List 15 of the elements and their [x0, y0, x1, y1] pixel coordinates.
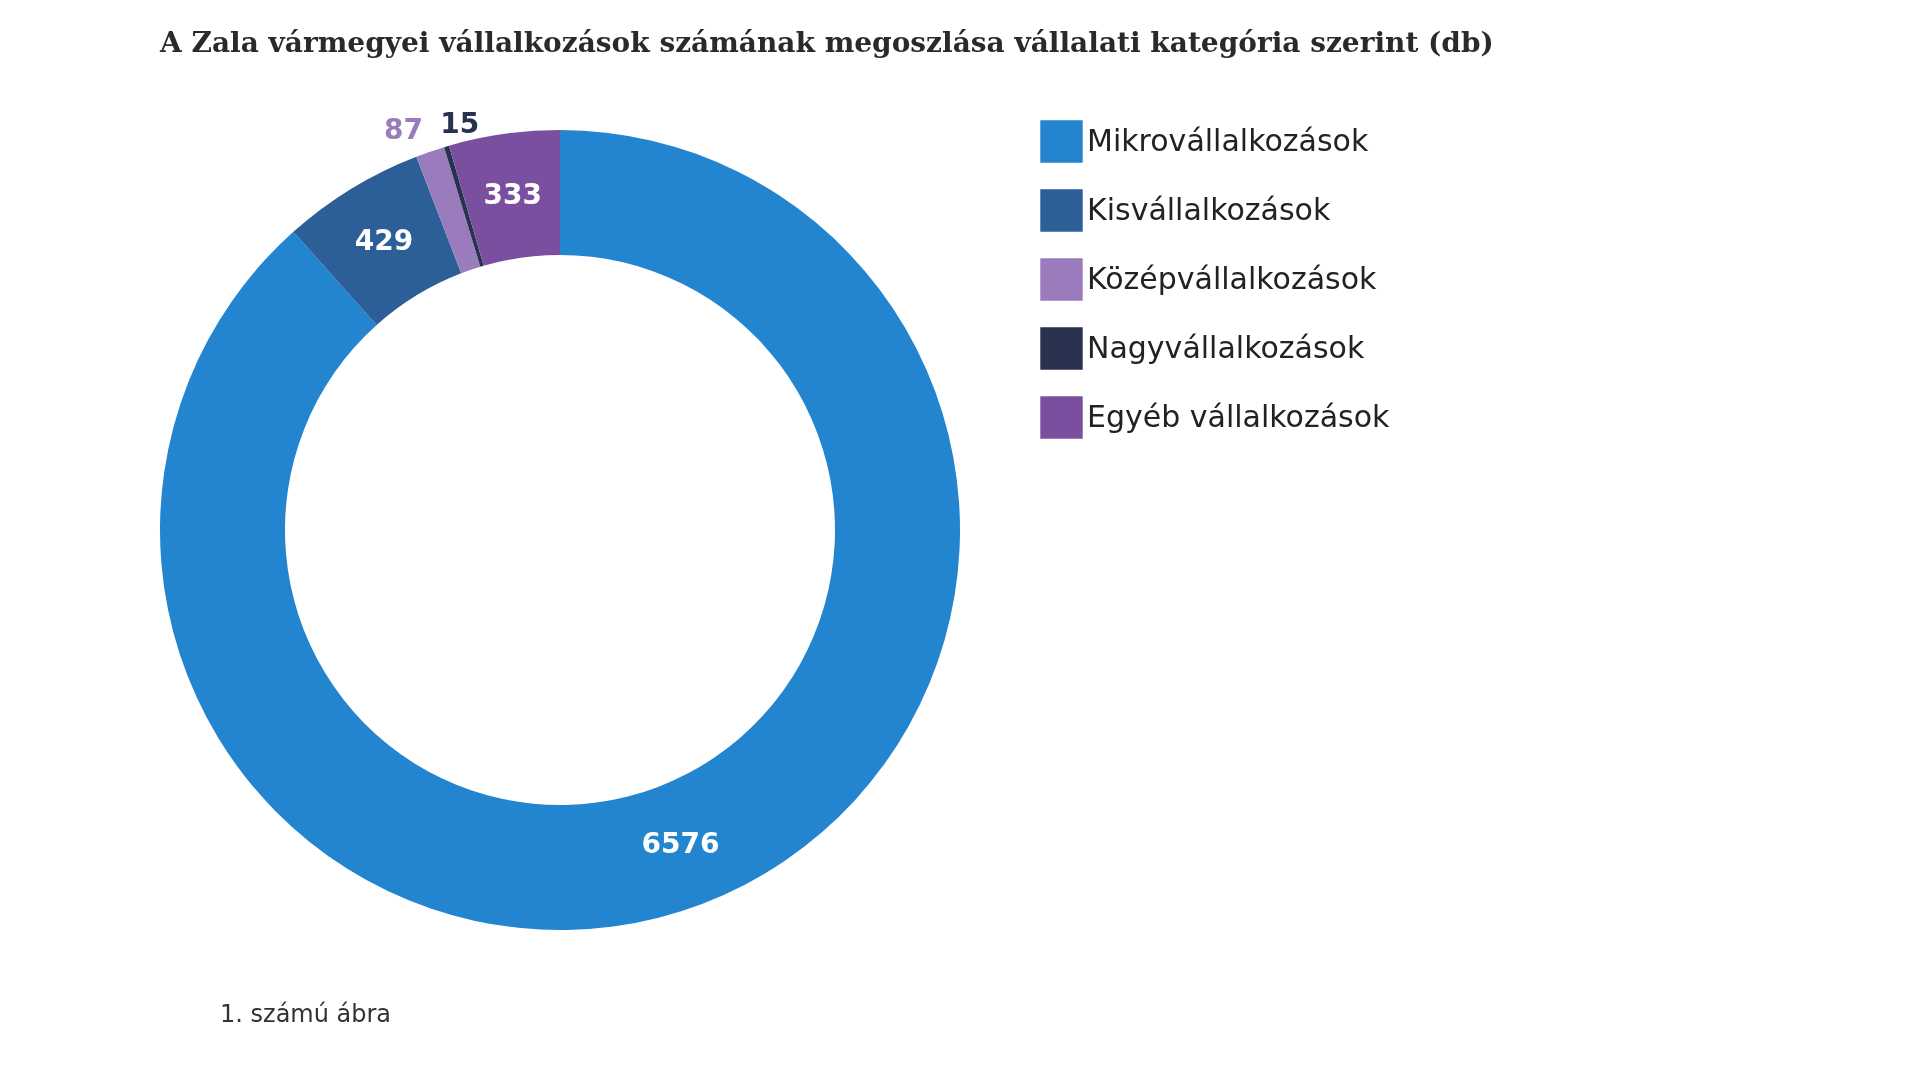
legend-label: Mikrovállalkozások	[1087, 122, 1369, 158]
data-label: 87	[384, 112, 423, 146]
data-label: 333	[483, 177, 542, 211]
donut-slice	[444, 145, 484, 267]
text: 1. számú ábra	[220, 1000, 392, 1028]
legend-label: Kisvállalkozások	[1087, 191, 1331, 227]
legend-label: Középvállalkozások	[1087, 260, 1378, 296]
data-label: 429	[354, 224, 414, 258]
donut-slice	[293, 156, 462, 326]
donut-slice	[416, 147, 481, 274]
chart-title: A Zala vármegyei vállalkozások számának megoszlása vállalati kategória szerint (db)	[159, 26, 1494, 60]
legend-label: Egyéb vállalkozások	[1087, 398, 1391, 434]
legend-label: Nagyvállalkozások	[1087, 329, 1365, 365]
data-label: 6576	[641, 827, 720, 861]
data-label: 15	[440, 107, 480, 141]
